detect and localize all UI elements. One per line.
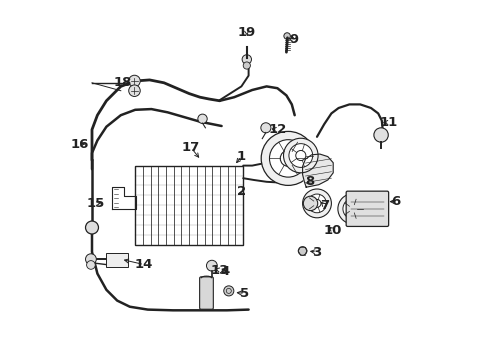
- Circle shape: [86, 221, 98, 234]
- Text: 18: 18: [113, 76, 132, 89]
- Circle shape: [86, 254, 97, 265]
- FancyBboxPatch shape: [199, 277, 213, 309]
- Circle shape: [298, 247, 307, 255]
- Circle shape: [289, 144, 313, 167]
- Text: 14: 14: [135, 258, 153, 271]
- Circle shape: [261, 123, 271, 133]
- Circle shape: [343, 199, 363, 219]
- Circle shape: [303, 189, 331, 218]
- Text: 13: 13: [211, 264, 229, 276]
- Text: 15: 15: [86, 197, 105, 210]
- Polygon shape: [303, 154, 333, 187]
- Text: 19: 19: [238, 26, 256, 39]
- Text: 3: 3: [313, 246, 321, 258]
- Bar: [135, 166, 243, 245]
- Circle shape: [242, 55, 251, 64]
- Circle shape: [270, 140, 307, 177]
- Text: 8: 8: [305, 175, 315, 188]
- Text: 1: 1: [237, 150, 246, 163]
- Circle shape: [374, 128, 388, 142]
- Circle shape: [284, 33, 291, 39]
- Circle shape: [338, 194, 368, 224]
- Circle shape: [198, 114, 207, 123]
- Text: 10: 10: [324, 224, 343, 237]
- FancyBboxPatch shape: [346, 191, 389, 226]
- Circle shape: [308, 194, 326, 213]
- Text: 9: 9: [289, 33, 298, 46]
- Circle shape: [303, 196, 318, 211]
- Text: 4: 4: [220, 265, 230, 278]
- Circle shape: [284, 138, 318, 173]
- Text: 17: 17: [182, 141, 200, 154]
- Circle shape: [206, 260, 217, 271]
- Circle shape: [243, 62, 250, 69]
- Circle shape: [129, 85, 140, 96]
- Text: 7: 7: [319, 199, 329, 212]
- Circle shape: [129, 75, 140, 87]
- Text: 12: 12: [268, 123, 287, 136]
- Text: 11: 11: [380, 116, 398, 129]
- Text: 5: 5: [241, 287, 249, 300]
- Circle shape: [87, 261, 95, 269]
- Circle shape: [261, 131, 315, 185]
- Text: 6: 6: [392, 195, 401, 208]
- Text: 2: 2: [237, 185, 246, 198]
- Circle shape: [224, 286, 234, 296]
- Bar: [106, 253, 128, 267]
- Text: 16: 16: [71, 138, 89, 150]
